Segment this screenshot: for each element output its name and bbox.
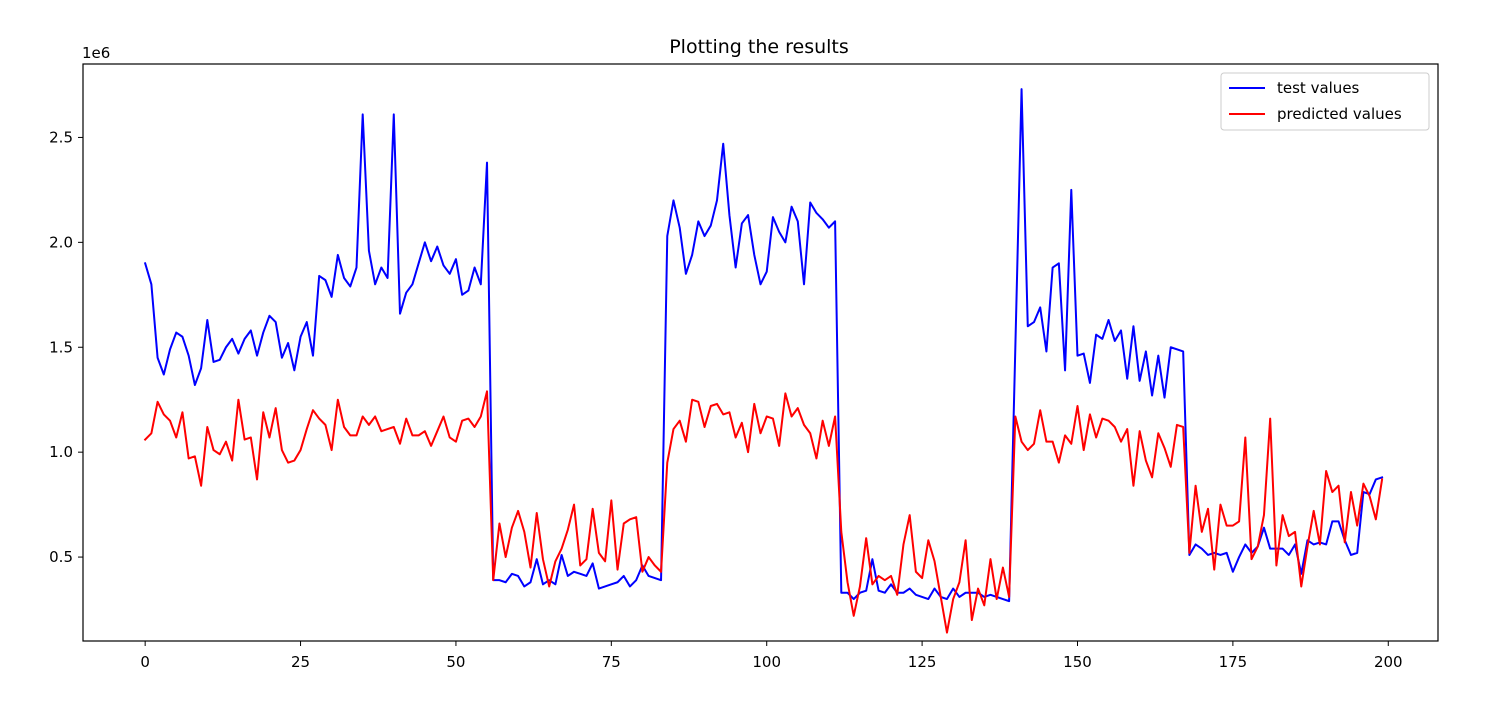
legend-label-1: predicted values: [1277, 105, 1402, 123]
x-tick-label: 150: [1063, 653, 1092, 671]
legend-label-0: test values: [1277, 79, 1360, 97]
legend-box: [1220, 72, 1430, 131]
y-tick-label: 2.5: [49, 128, 73, 146]
x-axis: 0 25 50 75 100 125 150 175 200: [140, 641, 1403, 671]
y-offset-label: 1e6: [82, 44, 110, 62]
x-tick-label: 0: [140, 653, 150, 671]
x-tick-label: 125: [908, 653, 937, 671]
x-tick-label: 100: [752, 653, 781, 671]
x-tick-label: 200: [1374, 653, 1403, 671]
series-line-1: [143, 390, 1384, 634]
x-tick-label: 175: [1219, 653, 1248, 671]
y-tick-label: 0.5: [49, 548, 73, 566]
x-tick-label: 50: [446, 653, 465, 671]
y-tick-label: 1.5: [49, 338, 73, 356]
series-line-0: [143, 88, 1384, 603]
series-layer: [143, 88, 1384, 634]
y-axis: 0.5 1.0 1.5 2.0 2.5: [49, 128, 83, 566]
x-tick-label: 25: [291, 653, 310, 671]
plot-frame: [82, 63, 1439, 642]
x-tick-label: 75: [602, 653, 621, 671]
y-tick-label: 2.0: [49, 233, 73, 251]
y-tick-label: 1.0: [49, 443, 73, 461]
chart-title: Plotting the results: [669, 36, 849, 58]
legend: test values predicted values: [1220, 72, 1430, 131]
